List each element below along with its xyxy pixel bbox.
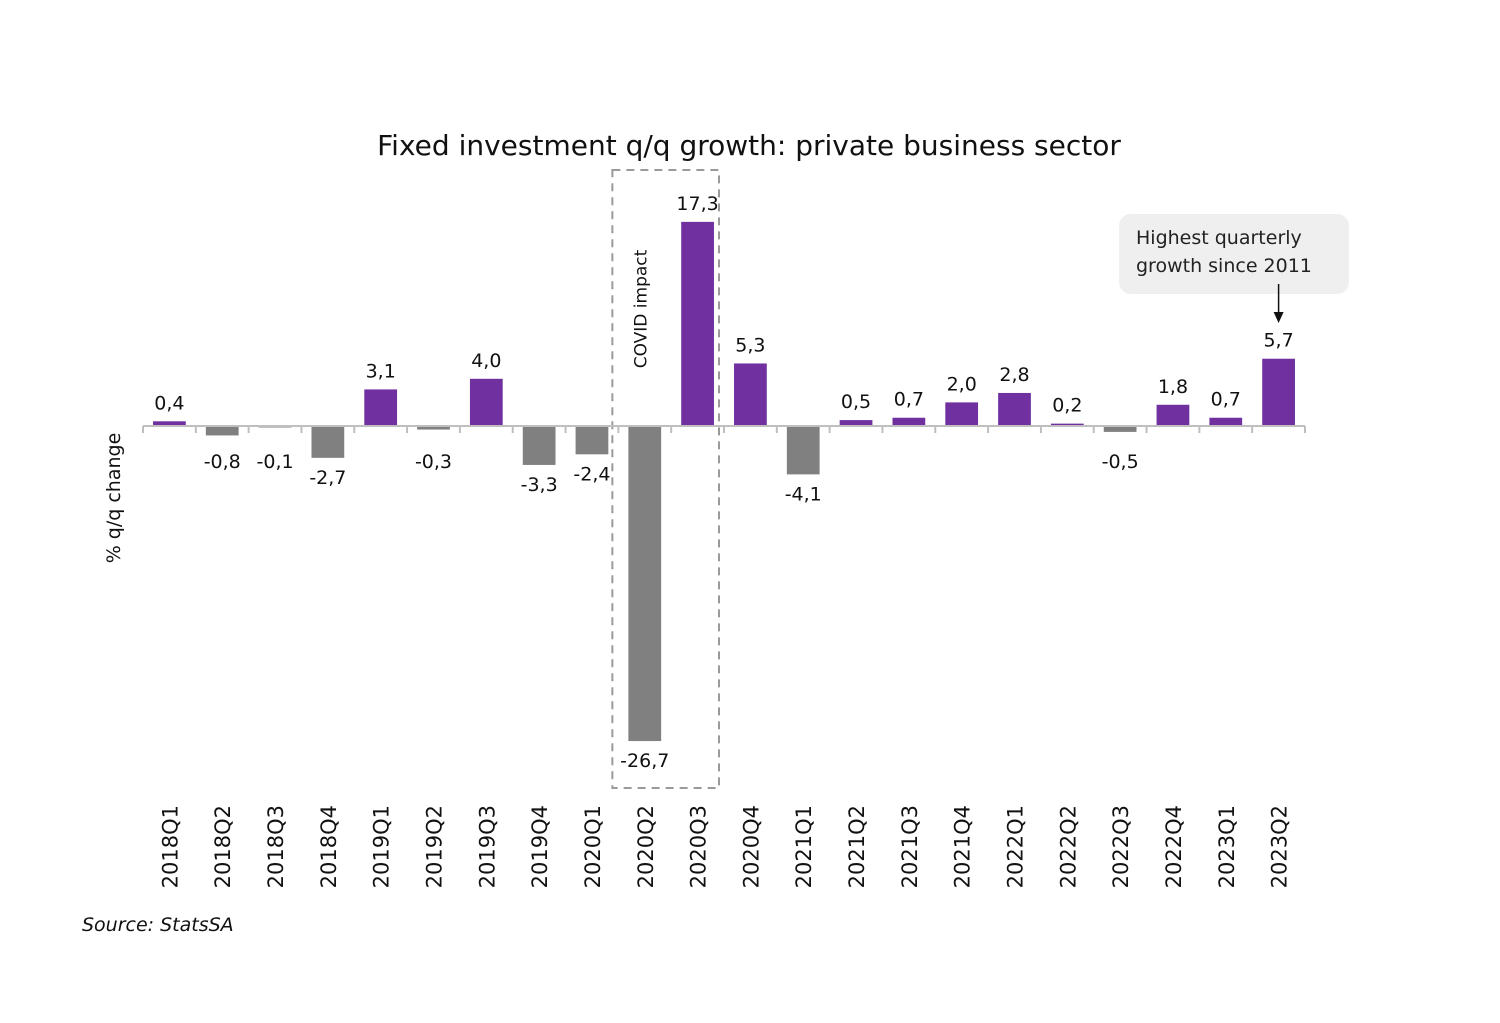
value-label-2019Q1: 3,1 [366,360,396,382]
value-label-2019Q3: 4,0 [471,350,501,372]
x-tick-label-2020Q4: 2020Q4 [739,805,763,888]
x-tick-label-2021Q3: 2021Q3 [898,805,922,888]
x-tick-label-2018Q2: 2018Q2 [211,805,235,888]
bar-2022Q2 [1050,423,1084,426]
x-tick-label-2018Q3: 2018Q3 [264,805,288,888]
value-label-2022Q4: 1,8 [1158,376,1188,398]
bar-2019Q1 [364,389,398,426]
bar-2020Q4 [734,363,767,426]
x-tick-label-2020Q1: 2020Q1 [581,805,605,888]
covid-annotation: COVID impact [611,169,721,789]
x-tick-label-2022Q1: 2022Q1 [1004,805,1028,888]
bar-2021Q1 [786,426,820,475]
value-label-2021Q2: 0,5 [841,391,871,413]
value-label-2020Q3: 17,3 [676,193,718,215]
bar-2020Q3 [681,221,714,426]
bar-2021Q2 [839,420,873,426]
value-label-2018Q3: -0,1 [257,451,294,473]
x-tick-label-2022Q3: 2022Q3 [1109,805,1133,888]
value-labels-group: 0,4 -0,8 -0,1 -2,7 3,1 -0,3 4,0 -3,3 -2,4 -26,7 17… [154,193,1293,772]
x-tick-label-2022Q2: 2022Q2 [1056,805,1080,888]
x-tick-label-2023Q1: 2023Q1 [1215,805,1239,888]
value-label-2023Q1: 0,7 [1211,389,1241,411]
bar-2021Q3 [892,417,926,426]
callout-text-line-1: Highest quarterly [1136,227,1302,249]
x-tick-label-2019Q1: 2019Q1 [370,805,394,888]
chart-title: Fixed investment q/q growth: private bus… [377,129,1121,162]
x-tick-labels-group: 2018Q1 2018Q2 2018Q3 2018Q4 2019Q1 2019Q2 2019… [158,805,1291,888]
bars-group [153,221,1295,742]
bar-2019Q4 [522,426,556,465]
x-axis [142,425,1306,433]
callout-annotation: Highest quarterly growth since 2011 [1119,214,1349,323]
bar-2023Q2 [1262,358,1295,426]
value-label-2022Q1: 2,8 [999,364,1029,386]
bar-2022Q4 [1156,404,1190,426]
value-label-2020Q2: -26,7 [620,750,669,772]
x-tick-label-2023Q2: 2023Q2 [1268,805,1292,888]
x-tick-label-2021Q2: 2021Q2 [845,805,869,888]
callout-text-line-2: growth since 2011 [1136,255,1312,277]
bar-2018Q1 [153,421,186,426]
value-label-2021Q1: -4,1 [785,483,822,505]
value-label-2018Q1: 0,4 [154,392,184,414]
bar-2023Q1 [1209,417,1243,426]
bar-2020Q2 [628,426,662,742]
value-label-2018Q2: -0,8 [204,451,241,473]
callout-arrowhead-icon [1273,312,1284,323]
value-label-2020Q1: -2,4 [573,463,610,485]
bar-2019Q3 [469,378,503,426]
x-tick-label-2018Q1: 2018Q1 [158,805,182,888]
x-tick-label-2021Q4: 2021Q4 [951,805,975,888]
bar-2022Q1 [998,392,1031,426]
x-tick-label-2019Q3: 2019Q3 [475,805,499,888]
bar-2020Q1 [575,426,609,455]
x-tick-label-2018Q4: 2018Q4 [317,805,341,888]
value-label-2021Q3: 0,7 [894,389,924,411]
bar-2022Q3 [1103,426,1137,432]
x-tick-label-2021Q1: 2021Q1 [792,805,816,888]
value-label-2018Q4: -2,7 [309,467,346,489]
bar-2021Q4 [945,402,979,426]
x-tick-label-2019Q2: 2019Q2 [423,805,447,888]
value-label-2022Q2: 0,2 [1052,395,1082,417]
value-label-2020Q4: 5,3 [735,334,765,356]
value-label-2022Q3: -0,5 [1102,451,1139,473]
value-label-2019Q2: -0,3 [415,451,452,473]
value-label-2019Q4: -3,3 [521,474,558,496]
source-note: Source: StatsSA [82,914,234,936]
covid-impact-label: COVID impact [631,249,651,368]
x-tick-label-2022Q4: 2022Q4 [1162,805,1186,888]
x-tick-label-2019Q4: 2019Q4 [528,805,552,888]
bar-2018Q4 [311,426,345,458]
covid-impact-box [611,169,721,789]
bar-2018Q2 [205,426,239,436]
x-tick-label-2020Q3: 2020Q3 [687,805,711,888]
value-label-2023Q2: 5,7 [1263,330,1293,352]
callout-box [1119,214,1349,294]
value-label-2021Q4: 2,0 [947,373,977,395]
y-axis-label: % q/q change [103,433,125,564]
bar-2019Q2 [417,426,450,430]
x-tick-label-2020Q2: 2020Q2 [634,805,658,888]
